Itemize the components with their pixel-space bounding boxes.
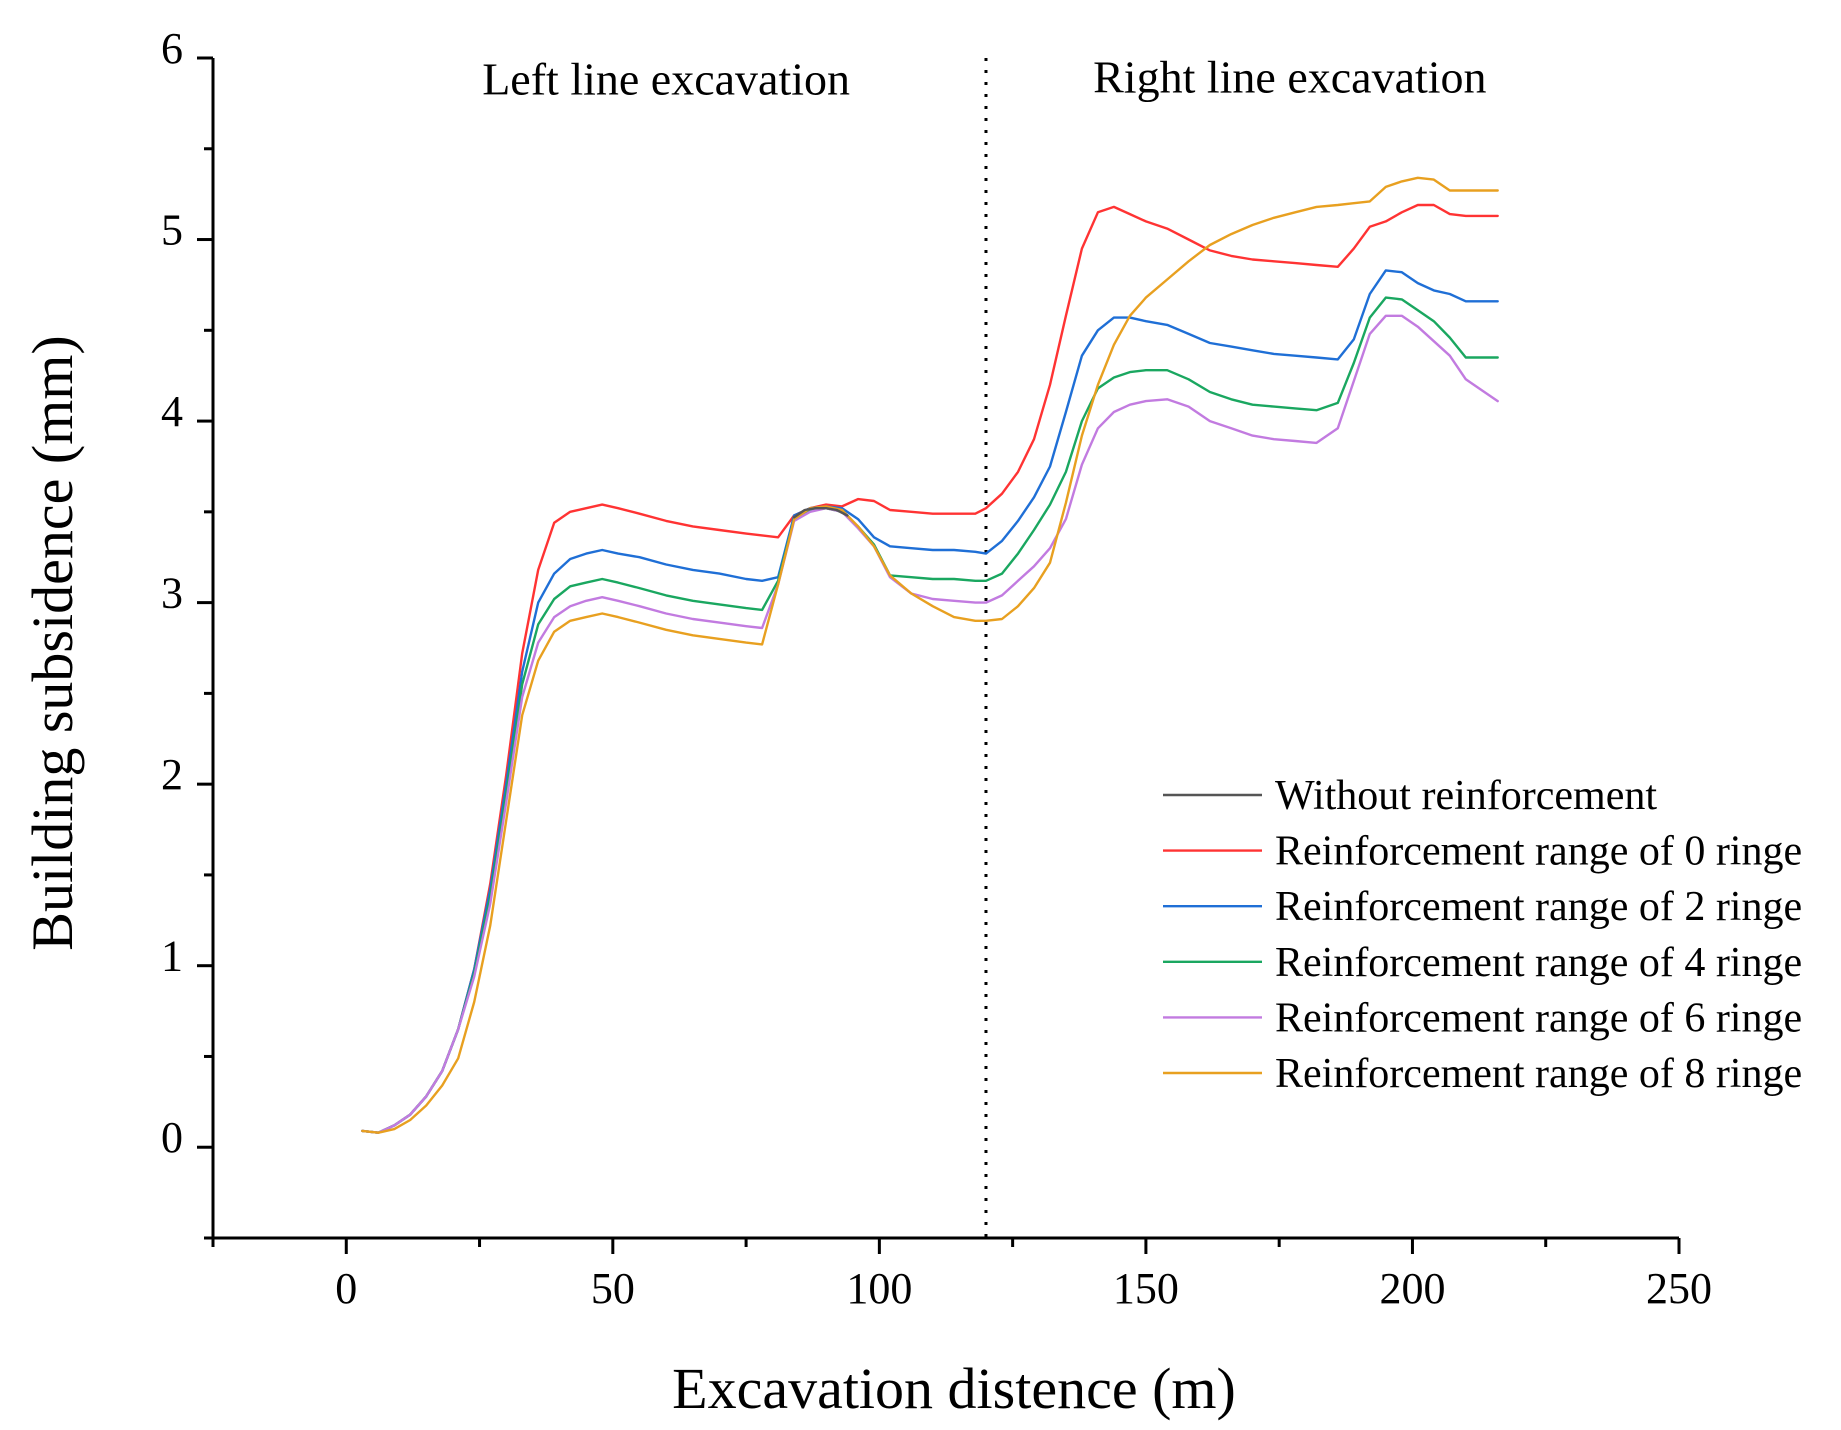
y-tick-label: 6: [161, 24, 183, 73]
y-tick-label: 5: [161, 206, 183, 255]
y-ticks: 0 1 2 3 4 5 6: [161, 24, 213, 1240]
axes: 0 50 100 150 200 250 0 1 2 3 4 5 6: [161, 24, 1712, 1313]
y-tick-label: 1: [161, 932, 183, 981]
series-line-3: [361, 296, 1499, 1134]
x-tick-label: 250: [1646, 1264, 1712, 1313]
y-tick-label: 2: [161, 750, 183, 799]
legend: Without reinforcement Reinforcement range…: [1163, 773, 1802, 1097]
series-line-1: [361, 203, 1499, 1134]
x-tick-label: 200: [1379, 1264, 1445, 1313]
series-group: [361, 176, 1499, 1134]
legend-label: Reinforcement range of 2 ringe: [1275, 884, 1802, 930]
legend-label: Reinforcement range of 4 ringe: [1275, 940, 1802, 986]
x-tick-label: 50: [591, 1264, 635, 1313]
x-axis-title: Excavation distence (m): [672, 1356, 1236, 1421]
x-tick-label: 0: [335, 1264, 357, 1313]
series-line-5: [361, 176, 1499, 1134]
legend-label: Reinforcement range of 8 ringe: [1275, 1051, 1802, 1097]
x-tick-label: 100: [846, 1264, 912, 1313]
y-tick-label: 0: [161, 1113, 183, 1162]
series-line-4: [361, 314, 1499, 1134]
legend-label: Without reinforcement: [1275, 773, 1657, 819]
series-line-2: [361, 269, 1499, 1134]
y-axis-title: Building subsidence (mm): [20, 335, 85, 950]
annotation-right-line: Right line excavation: [1093, 51, 1486, 102]
y-tick-label: 3: [161, 569, 183, 618]
x-tick-label: 150: [1113, 1264, 1179, 1313]
series-line-0: [792, 507, 849, 519]
legend-label: Reinforcement range of 6 ringe: [1275, 995, 1802, 1041]
annotation-left-line: Left line excavation: [482, 53, 850, 104]
x-ticks: 0 50 100 150 200 250: [211, 1238, 1712, 1313]
y-tick-label: 4: [161, 387, 183, 436]
legend-label: Reinforcement range of 0 ringe: [1275, 829, 1802, 875]
